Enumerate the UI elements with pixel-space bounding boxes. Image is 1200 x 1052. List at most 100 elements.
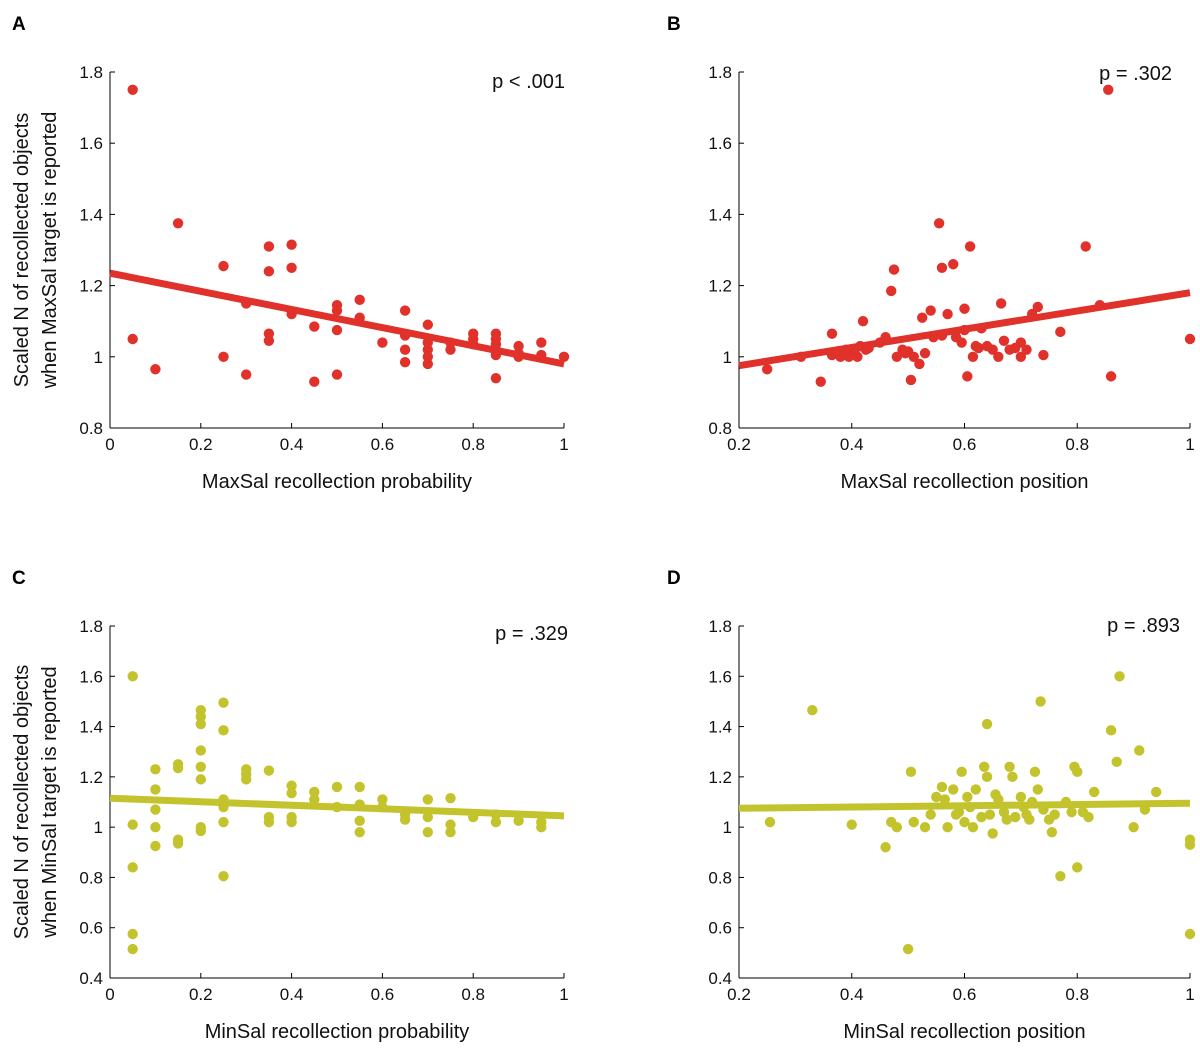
data-point bbox=[241, 298, 252, 309]
data-point bbox=[513, 351, 524, 362]
x-tick-label: 0.4 bbox=[840, 985, 864, 1004]
data-point bbox=[959, 324, 970, 336]
y-tick-label: 0.4 bbox=[79, 969, 103, 988]
data-point bbox=[931, 791, 942, 803]
data-point bbox=[490, 349, 502, 361]
data-point bbox=[1015, 337, 1027, 348]
data-point bbox=[172, 218, 184, 229]
data-point bbox=[880, 332, 891, 343]
x-tick-label: 0 bbox=[105, 435, 114, 454]
x-tick-label: 0.4 bbox=[280, 435, 304, 454]
data-point bbox=[888, 264, 900, 275]
data-point bbox=[286, 239, 297, 250]
data-point bbox=[976, 811, 987, 823]
data-point bbox=[399, 305, 411, 316]
data-point bbox=[195, 745, 206, 756]
data-point bbox=[536, 337, 547, 348]
data-point bbox=[948, 784, 959, 795]
data-point bbox=[1184, 928, 1196, 940]
data-point bbox=[536, 349, 547, 361]
data-point bbox=[1128, 821, 1139, 833]
y-axis-label: when MinSal target is reported bbox=[39, 666, 61, 938]
data-point bbox=[422, 344, 433, 355]
panel-label-d: D bbox=[667, 568, 681, 589]
x-tick-label: 0.8 bbox=[1065, 435, 1089, 454]
y-tick-label: 1.2 bbox=[708, 277, 732, 296]
data-point bbox=[354, 815, 365, 827]
data-point bbox=[948, 259, 959, 270]
data-point bbox=[286, 262, 297, 273]
data-point bbox=[354, 312, 365, 323]
data-point bbox=[995, 298, 1007, 309]
data-point bbox=[1139, 804, 1151, 815]
data-point bbox=[880, 842, 891, 853]
data-point bbox=[936, 262, 948, 273]
data-point bbox=[536, 821, 547, 833]
data-point bbox=[1066, 806, 1077, 818]
data-point bbox=[195, 718, 206, 730]
y-tick-label: 0.8 bbox=[708, 419, 732, 438]
data-point bbox=[914, 358, 925, 370]
data-point bbox=[1001, 814, 1012, 825]
data-point bbox=[445, 344, 456, 355]
y-tick-label: 1.4 bbox=[79, 205, 103, 224]
data-point bbox=[815, 376, 826, 387]
y-tick-label: 1.8 bbox=[79, 617, 103, 636]
data-point bbox=[917, 312, 928, 323]
data-point bbox=[1184, 333, 1196, 345]
data-point bbox=[422, 794, 433, 805]
data-point bbox=[422, 358, 433, 370]
x-axis-label: MinSal recollection position bbox=[843, 1021, 1085, 1043]
data-point bbox=[309, 321, 320, 332]
data-point bbox=[925, 305, 936, 316]
panel-label-b: B bbox=[667, 14, 681, 35]
panel-c: C 0 0.2 0.4 0.6 0.8 1 0.4 0.6 0.8 1 1.2 1.4 1.6 1.8 Mi… bbox=[11, 568, 569, 1043]
data-point bbox=[953, 806, 965, 818]
data-point bbox=[962, 791, 973, 803]
data-point bbox=[1026, 308, 1038, 320]
data-point bbox=[826, 328, 838, 339]
regression-line bbox=[109, 269, 565, 368]
data-point bbox=[942, 821, 953, 833]
data-point bbox=[195, 825, 206, 837]
data-point bbox=[1105, 725, 1117, 736]
data-point bbox=[331, 801, 343, 813]
data-point bbox=[445, 337, 456, 348]
data-point bbox=[218, 870, 229, 882]
y-tick-label: 1.6 bbox=[708, 134, 732, 153]
data-point bbox=[1083, 811, 1094, 823]
data-point bbox=[218, 725, 229, 736]
x-tick-label: 1 bbox=[559, 985, 568, 1004]
data-point bbox=[150, 804, 161, 815]
y-tick-label: 1.4 bbox=[708, 205, 732, 224]
y-tick-label: 1.2 bbox=[708, 768, 732, 787]
x-tick-label: 0.2 bbox=[189, 435, 213, 454]
data-point bbox=[987, 828, 998, 839]
data-point bbox=[354, 799, 365, 810]
data-point bbox=[970, 784, 981, 795]
data-point bbox=[967, 351, 979, 362]
data-point bbox=[1015, 351, 1027, 362]
data-point bbox=[908, 351, 919, 362]
data-point bbox=[987, 344, 998, 355]
y-axis-label: Scaled N of recollected objects bbox=[11, 113, 33, 388]
data-point bbox=[218, 351, 229, 362]
data-point bbox=[195, 711, 206, 722]
data-point bbox=[1094, 299, 1106, 311]
x-tick-label: 0.2 bbox=[727, 435, 751, 454]
y-tick-label: 1 bbox=[723, 348, 732, 367]
data-point bbox=[1111, 756, 1122, 767]
data-point bbox=[1060, 796, 1072, 808]
data-point bbox=[445, 826, 456, 838]
data-point bbox=[1024, 814, 1035, 825]
data-point bbox=[331, 305, 343, 316]
data-point bbox=[1150, 786, 1162, 798]
data-point bbox=[172, 838, 184, 849]
data-point bbox=[422, 351, 433, 362]
data-point bbox=[377, 801, 388, 813]
y-tick-label: 1.8 bbox=[708, 63, 732, 82]
data-point bbox=[1004, 761, 1015, 772]
x-tick-label: 0 bbox=[105, 985, 114, 1004]
y-tick-label: 1.4 bbox=[79, 718, 103, 737]
y-tick-label: 0.8 bbox=[79, 868, 103, 887]
